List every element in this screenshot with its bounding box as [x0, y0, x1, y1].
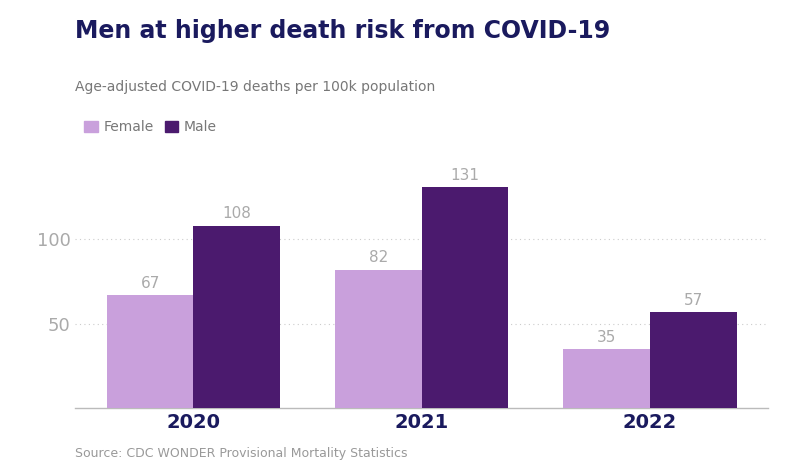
- Bar: [335, 270, 422, 408]
- Bar: [422, 187, 508, 408]
- Bar: [193, 226, 280, 408]
- Text: 82: 82: [369, 250, 388, 265]
- Text: 108: 108: [223, 206, 251, 221]
- Text: Men at higher death risk from COVID-19: Men at higher death risk from COVID-19: [75, 19, 611, 43]
- Bar: [563, 349, 650, 408]
- Text: 57: 57: [683, 293, 703, 308]
- Legend: Female, Male: Female, Male: [78, 115, 223, 140]
- Text: 67: 67: [140, 276, 160, 291]
- Bar: [650, 312, 737, 408]
- Bar: [107, 295, 193, 408]
- Text: Age-adjusted COVID-19 deaths per 100k population: Age-adjusted COVID-19 deaths per 100k po…: [75, 80, 436, 94]
- Text: 131: 131: [451, 167, 480, 182]
- Text: 35: 35: [597, 330, 616, 345]
- Text: Source: CDC WONDER Provisional Mortality Statistics: Source: CDC WONDER Provisional Mortality…: [75, 446, 408, 460]
